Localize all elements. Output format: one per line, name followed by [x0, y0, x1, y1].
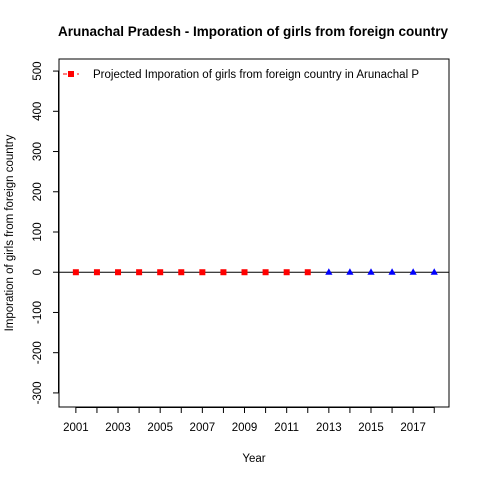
data-point-triangle	[409, 268, 417, 275]
data-point-square	[178, 269, 185, 276]
y-tick-label: 0	[32, 269, 44, 275]
legend: Projected Imporation of girls from forei…	[63, 69, 419, 81]
x-tick-label: 2005	[147, 422, 173, 434]
x-tick-label: 2001	[63, 422, 89, 434]
y-tick-label: 200	[32, 182, 44, 201]
x-tick-label: 2017	[400, 422, 426, 434]
data-point-square	[220, 269, 227, 276]
data-point-triangle	[388, 268, 396, 275]
data-point-square	[262, 269, 269, 276]
y-tick-label: 500	[32, 61, 44, 80]
data-points	[72, 268, 438, 276]
x-tick-label: 2013	[316, 422, 342, 434]
y-tick-label: 300	[32, 142, 44, 161]
chart-title: Arunachal Pradesh - Imporation of girls …	[58, 24, 449, 39]
y-tick-label: 100	[32, 222, 44, 241]
data-point-triangle	[430, 268, 438, 275]
legend-entry: Projected Imporation of girls from forei…	[93, 69, 419, 81]
y-tick-label: -100	[32, 301, 44, 324]
x-tick-label: 2007	[190, 422, 216, 434]
y-tick-label: 400	[32, 102, 44, 121]
data-point-square	[304, 269, 311, 276]
data-point-triangle	[325, 268, 333, 275]
data-point-square	[136, 269, 143, 276]
x-tick-label: 2015	[358, 422, 384, 434]
data-point-square	[283, 269, 290, 276]
y-tick-label: -200	[32, 341, 44, 364]
legend-marker	[68, 71, 74, 77]
data-point-square	[93, 269, 100, 276]
x-tick-label: 2003	[105, 422, 131, 434]
y-axis-label: Imporation of girls from foreign country	[4, 134, 16, 331]
x-tick-label: 2011	[274, 422, 299, 434]
x-axis: 2001 2003 2005 2007 2009 2011 2013 2015 2017	[63, 407, 435, 434]
data-point-square	[115, 269, 122, 276]
data-point-square	[199, 269, 206, 276]
data-point-triangle	[367, 268, 375, 275]
data-point-square	[241, 269, 248, 276]
data-point-square	[72, 269, 79, 276]
data-point-square	[157, 269, 164, 276]
data-point-triangle	[346, 268, 354, 275]
x-axis-label: Year	[242, 453, 265, 465]
y-axis: -300 -200 -100 0 100 200 300 400 500	[32, 61, 59, 404]
x-tick-label: 2009	[232, 422, 258, 434]
y-tick-label: -300	[32, 381, 44, 404]
